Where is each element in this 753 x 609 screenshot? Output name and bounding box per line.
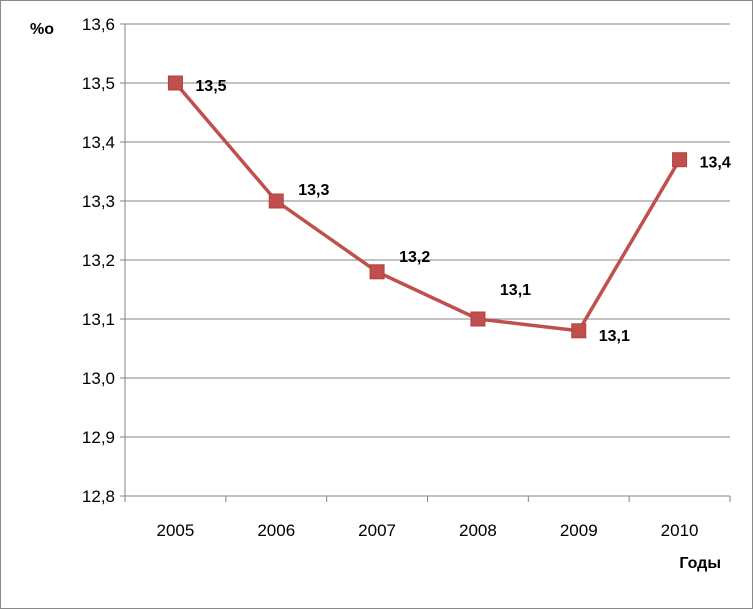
data-point-marker xyxy=(470,311,486,327)
x-axis-title: Годы xyxy=(679,555,721,572)
x-tick-label: 2007 xyxy=(358,521,396,540)
y-tick-label: 13,2 xyxy=(82,251,115,270)
y-tick-label: 13,1 xyxy=(82,310,115,329)
series-line xyxy=(167,75,688,339)
x-tick-label: 2008 xyxy=(459,521,497,540)
data-label: 13,4 xyxy=(700,155,731,172)
x-tick-label: 2005 xyxy=(157,521,195,540)
data-point-marker xyxy=(369,264,385,280)
x-tick-label: 2009 xyxy=(560,521,598,540)
axes xyxy=(124,24,730,497)
data-label: 13,5 xyxy=(195,78,226,95)
data-label: 13,2 xyxy=(399,249,430,266)
y-tick-label: 13,3 xyxy=(82,192,115,211)
y-tick-label: 13,4 xyxy=(82,133,115,152)
gridlines xyxy=(120,23,731,502)
y-tick-label: 12,9 xyxy=(82,428,115,447)
y-tick-labels: 12,8 12,9 13,0 13,1 13,2 13,3 13,4 13,5 13,6 xyxy=(82,15,115,506)
y-axis-title: %о xyxy=(30,21,54,38)
data-labels: 13,5 13,3 13,2 13,1 13,1 13,4 xyxy=(195,78,730,345)
data-point-marker xyxy=(268,193,284,209)
data-point-marker xyxy=(167,75,183,91)
y-tick-label: 13,5 xyxy=(82,74,115,93)
data-label: 13,1 xyxy=(599,328,630,345)
data-label: 13,3 xyxy=(298,182,329,199)
series-polyline xyxy=(174,81,682,333)
data-point-marker xyxy=(672,152,688,168)
y-tick-label: 13,0 xyxy=(82,369,115,388)
x-tick-label: 2010 xyxy=(661,521,699,540)
y-tick-label: 13,6 xyxy=(82,15,115,34)
x-tick-label: 2006 xyxy=(257,521,295,540)
x-tick-labels: 2005 2006 2007 2008 2009 2010 xyxy=(157,521,699,540)
y-tick-label: 12,8 xyxy=(82,487,115,506)
data-label: 13,1 xyxy=(500,282,531,299)
data-point-marker xyxy=(571,323,587,339)
